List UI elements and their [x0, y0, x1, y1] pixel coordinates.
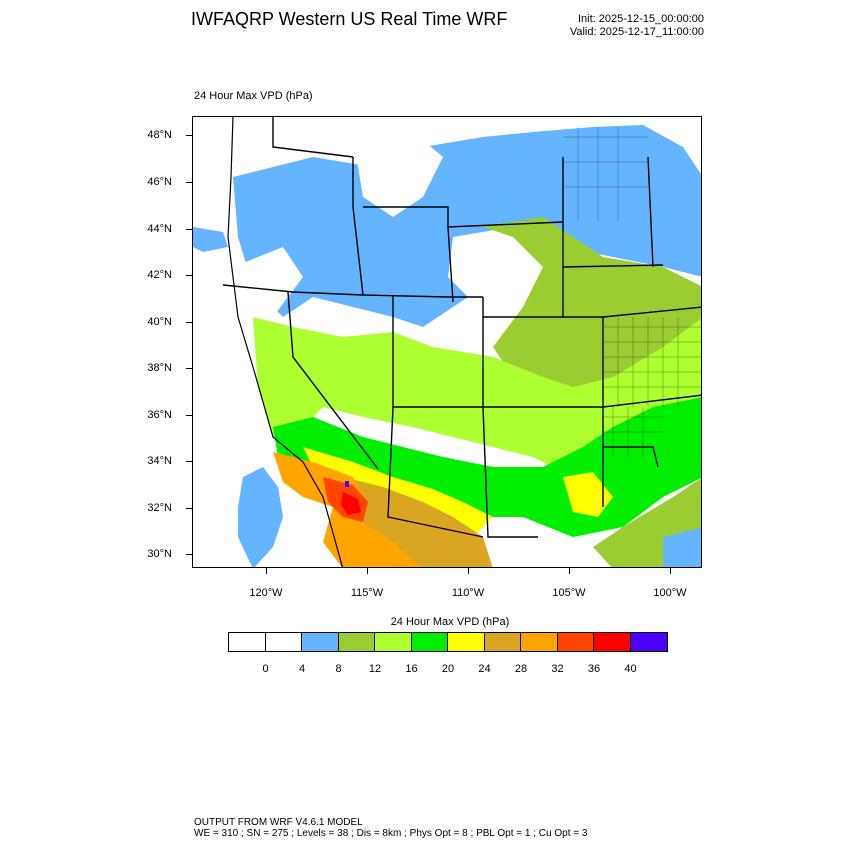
colorbar-swatch — [302, 633, 339, 651]
county-borders — [563, 127, 701, 457]
init-time: Init: 2025-12-15_00:00:00 — [578, 13, 704, 25]
colorbar-swatch — [375, 633, 412, 651]
lat-label: 42°N — [147, 269, 172, 281]
vpd-region-40 — [341, 492, 361, 515]
colorbar-title: 24 Hour Max VPD (hPa) — [390, 616, 510, 628]
colorbar-swatch — [448, 633, 485, 651]
valid-time: Valid: 2025-12-17_11:00:00 — [569, 26, 704, 38]
footer-line-2: WE = 310 ; SN = 275 ; Levels = 38 ; Dis … — [194, 828, 588, 839]
colorbar-label: 20 — [441, 663, 455, 675]
lat-label: 32°N — [147, 502, 172, 514]
lat-tick — [186, 229, 192, 230]
colorbar-label: 8 — [335, 663, 342, 675]
map-plot-area — [192, 116, 702, 568]
map-title: IWFAQRP Western US Real Time WRF — [191, 9, 508, 29]
colorbar-label: 0 — [262, 663, 269, 675]
colorbar-swatch — [265, 633, 302, 651]
lon-label: 100°W — [653, 587, 687, 599]
lat-label: 38°N — [147, 362, 172, 374]
vpd-region-32 — [323, 507, 421, 567]
lon-tick — [670, 568, 671, 574]
vpd-region-0 — [448, 227, 543, 307]
lat-label: 44°N — [147, 223, 172, 235]
lat-tick — [186, 322, 192, 323]
model-footer: OUTPUT FROM WRF V4.6.1 MODEL WE = 310 ; … — [194, 817, 587, 839]
lat-tick — [186, 554, 192, 555]
vpd-region-24 — [563, 472, 613, 517]
colorbar-label: 4 — [298, 663, 306, 675]
colorbar-swatch — [411, 633, 448, 651]
vpd-region-8 — [238, 467, 283, 567]
colorbar-label: 16 — [405, 663, 418, 675]
vpd-region-0 — [233, 247, 303, 327]
colorbar-swatch — [484, 633, 521, 651]
vpd-region-16 — [253, 317, 701, 477]
lon-tick — [266, 568, 267, 574]
vpd-region-over-40 — [345, 481, 349, 487]
vpd-region-8 — [193, 227, 228, 252]
lat-tick — [186, 135, 192, 136]
lon-tick — [367, 568, 368, 574]
lon-label: 115°W — [350, 587, 384, 599]
colorbar-swatch — [594, 633, 631, 651]
lat-tick — [186, 275, 192, 276]
colorbar-label: 32 — [551, 663, 564, 675]
footer-line-1: OUTPUT FROM WRF V4.6.1 MODEL — [194, 817, 363, 828]
lon-label: 105°W — [552, 587, 586, 599]
lat-label: 30°N — [147, 548, 172, 560]
colorbar-swatch — [557, 633, 594, 651]
colorbar-label: 40 — [624, 663, 637, 675]
colorbar-swatch — [229, 633, 266, 651]
lat-tick — [186, 508, 192, 509]
colorbar-label: 12 — [368, 663, 382, 675]
state-borders — [222, 117, 701, 538]
colorbar-swatch — [630, 633, 667, 651]
init-valid-times: Init: 2025-12-15_00:00:00 Valid: 2025-12… — [570, 13, 704, 39]
field-label: 24 Hour Max VPD (hPa) — [194, 90, 313, 102]
lon-label: 120°W — [249, 587, 283, 599]
lon-label: 110°W — [451, 587, 485, 599]
lat-label: 48°N — [147, 129, 172, 141]
colorbar-label: 28 — [514, 663, 528, 675]
colorbar-swatch — [521, 633, 558, 651]
lat-tick — [186, 461, 192, 462]
lat-tick — [186, 182, 192, 183]
lon-tick — [569, 568, 570, 574]
colorbar-label: 24 — [478, 663, 491, 675]
lat-label: 34°N — [147, 455, 172, 467]
colorbar-label: 36 — [587, 663, 601, 675]
lat-label: 46°N — [147, 176, 172, 188]
lon-tick — [468, 568, 469, 574]
vpd-region-0 — [353, 132, 443, 217]
lat-label: 36°N — [147, 409, 172, 421]
lat-label: 40°N — [147, 316, 172, 328]
lat-tick — [186, 368, 192, 369]
colorbar-swatch — [338, 633, 375, 651]
vpd-map-svg — [193, 117, 701, 567]
vpd-region-8 — [663, 527, 701, 567]
colorbar — [228, 632, 668, 652]
coastline — [227, 117, 344, 567]
lat-tick — [186, 415, 192, 416]
